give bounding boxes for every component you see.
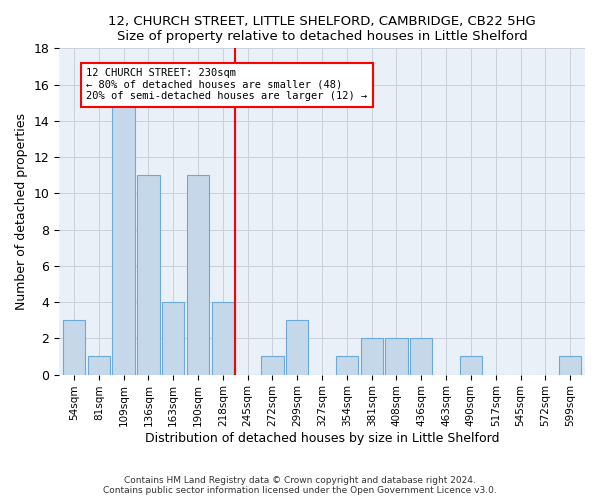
Bar xyxy=(212,302,234,374)
Bar xyxy=(63,320,85,374)
Title: 12, CHURCH STREET, LITTLE SHELFORD, CAMBRIDGE, CB22 5HG
Size of property relativ: 12, CHURCH STREET, LITTLE SHELFORD, CAMB… xyxy=(108,15,536,43)
Bar xyxy=(361,338,383,374)
Bar xyxy=(286,320,308,374)
X-axis label: Distribution of detached houses by size in Little Shelford: Distribution of detached houses by size … xyxy=(145,432,499,445)
Y-axis label: Number of detached properties: Number of detached properties xyxy=(15,113,28,310)
Bar xyxy=(187,175,209,374)
Bar xyxy=(88,356,110,374)
Bar xyxy=(559,356,581,374)
Bar xyxy=(460,356,482,374)
Bar xyxy=(336,356,358,374)
Bar xyxy=(162,302,184,374)
Text: Contains HM Land Registry data © Crown copyright and database right 2024.
Contai: Contains HM Land Registry data © Crown c… xyxy=(103,476,497,495)
Bar xyxy=(410,338,433,374)
Bar xyxy=(112,102,135,374)
Bar xyxy=(262,356,284,374)
Bar xyxy=(137,175,160,374)
Text: 12 CHURCH STREET: 230sqm
← 80% of detached houses are smaller (48)
20% of semi-d: 12 CHURCH STREET: 230sqm ← 80% of detach… xyxy=(86,68,368,102)
Bar xyxy=(385,338,407,374)
